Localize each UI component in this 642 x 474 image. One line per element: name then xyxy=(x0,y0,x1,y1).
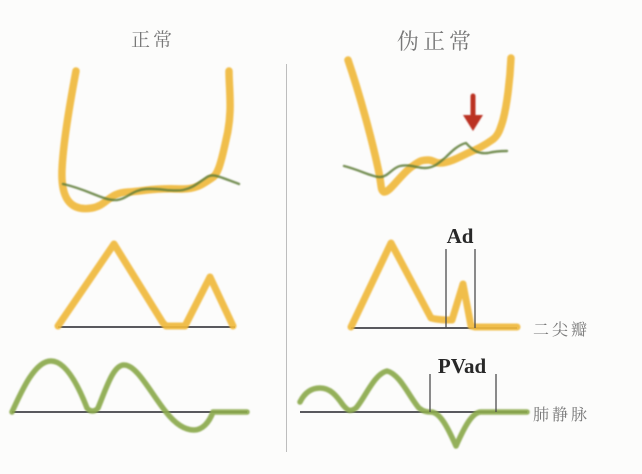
svg-text:Ad: Ad xyxy=(447,224,474,248)
svg-text:PVad: PVad xyxy=(438,354,487,378)
